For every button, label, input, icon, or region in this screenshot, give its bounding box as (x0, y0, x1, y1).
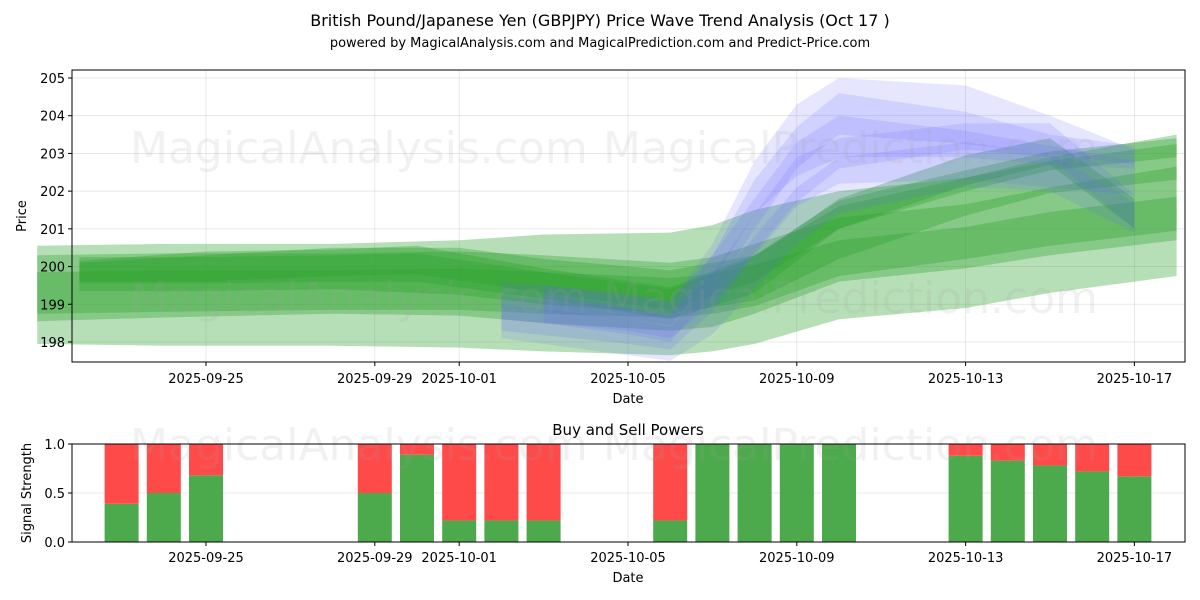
power-x-axis-label: Date (612, 571, 643, 586)
power-y-tick-label: 1.0 (44, 438, 65, 453)
blue-wave-band (501, 142, 1135, 361)
price-grid (72, 70, 1185, 362)
green-wave-band (37, 134, 1177, 356)
buy-power-bar (442, 520, 477, 542)
power-x-tick-label: 2025-10-13 (928, 551, 1004, 566)
buy-power-bar (526, 520, 561, 542)
price-x-tick-label: 2025-10-13 (928, 372, 1004, 387)
price-y-tick-label: 198 (40, 336, 65, 351)
sell-power-bar (189, 444, 223, 476)
chart-title: British Pound/Japanese Yen (GBPJPY) Pric… (310, 11, 890, 30)
green-wave-band (37, 196, 1177, 318)
power-x-tick-label: 2025-10-05 (590, 551, 666, 566)
buy-power-bar (146, 493, 181, 542)
buy-power-bar (189, 475, 223, 542)
price-y-axis-label: Price (15, 200, 30, 232)
price-x-tick-label: 2025-09-25 (168, 372, 244, 387)
watermark-prediction-mid: MagicalPrediction.com (603, 273, 1098, 324)
price-x-tick-label: 2025-10-09 (759, 372, 835, 387)
price-x-tick-label: 2025-10-05 (590, 372, 666, 387)
sell-power-bar (948, 444, 983, 456)
price-x-tick-label: 2025-09-29 (337, 372, 413, 387)
price-y-tick-label: 204 (40, 110, 65, 125)
sell-power-bar (146, 444, 181, 493)
green-wave-band (79, 138, 1135, 320)
price-x-tick-label: 2025-10-01 (421, 372, 497, 387)
power-y-axis-label: Signal Strength (20, 443, 35, 543)
price-y-tick-label: 201 (40, 223, 65, 238)
sell-power-bar (526, 444, 561, 521)
buy-power-bar (737, 444, 772, 542)
power-y-tick-label: 0.0 (44, 536, 65, 551)
power-axes: 2025-09-25 2025-09-29 2025-10-01 2025-10-05… (44, 438, 1172, 566)
price-y-tick-label: 200 (40, 261, 65, 276)
watermark-analysis-top: MagicalAnalysis.com (130, 123, 588, 174)
buy-power-bar (400, 454, 434, 542)
sell-power-bar (442, 444, 477, 521)
sell-power-bar (400, 444, 434, 455)
buy-power-bar (779, 444, 814, 542)
buy-power-bar (695, 444, 730, 542)
sell-power-bar (1117, 444, 1152, 477)
buy-power-bar (653, 520, 688, 542)
green-wave-band (37, 166, 1177, 331)
price-y-tick-label: 205 (40, 72, 65, 87)
buy-power-bar (1117, 476, 1152, 542)
power-x-tick-label: 2025-10-01 (421, 551, 497, 566)
blue-wave-band (501, 123, 1135, 339)
blue-wave-band (543, 93, 1135, 342)
price-y-tick-label: 203 (40, 147, 65, 162)
sell-power-bar (357, 444, 392, 493)
price-y-tick-label: 202 (40, 185, 65, 200)
watermark-analysis-mid: MagicalAnalysis.com (130, 273, 588, 324)
sell-power-bar (484, 444, 519, 521)
buy-power-bar (357, 493, 392, 542)
green-wave-band (79, 144, 1177, 314)
power-chart-title: Buy and Sell Powers (552, 421, 704, 439)
watermark-prediction-top: MagicalPrediction.com (603, 123, 1098, 174)
sell-power-bar (990, 444, 1025, 461)
price-bands (37, 78, 1177, 361)
green-wave-band (79, 138, 1177, 310)
sell-power-bar (653, 444, 688, 521)
sell-power-bar (1033, 444, 1067, 466)
sell-power-bar (1075, 444, 1110, 472)
blue-wave-band (543, 78, 1135, 325)
buy-power-bar (484, 520, 519, 542)
buy-power-bar (104, 503, 139, 542)
buy-power-bar (1075, 471, 1110, 542)
price-axes: 2025-09-25 2025-09-29 2025-10-01 2025-10-05… (40, 72, 1172, 387)
power-bars (104, 444, 1152, 542)
watermark-prediction-bottom: MagicalPrediction.com (603, 420, 1098, 471)
buy-power-bar (948, 455, 983, 542)
watermark-analysis-bottom: MagicalAnalysis.com (130, 420, 588, 471)
power-x-tick-label: 2025-09-29 (337, 551, 413, 566)
buy-power-bar (1033, 465, 1067, 542)
blue-wave-band (501, 115, 1135, 350)
power-x-tick-label: 2025-10-17 (1097, 551, 1173, 566)
power-y-tick-label: 0.5 (44, 487, 65, 502)
chart-subtitle: powered by MagicalAnalysis.com and Magic… (330, 36, 870, 51)
buy-power-bar (990, 460, 1025, 542)
power-x-tick-label: 2025-10-09 (759, 551, 835, 566)
price-y-tick-label: 199 (40, 298, 65, 313)
buy-power-bar (822, 444, 856, 542)
price-x-tick-label: 2025-10-17 (1097, 372, 1173, 387)
price-x-axis-label: Date (612, 392, 643, 407)
power-x-tick-label: 2025-09-25 (168, 551, 244, 566)
sell-power-bar (104, 444, 139, 504)
